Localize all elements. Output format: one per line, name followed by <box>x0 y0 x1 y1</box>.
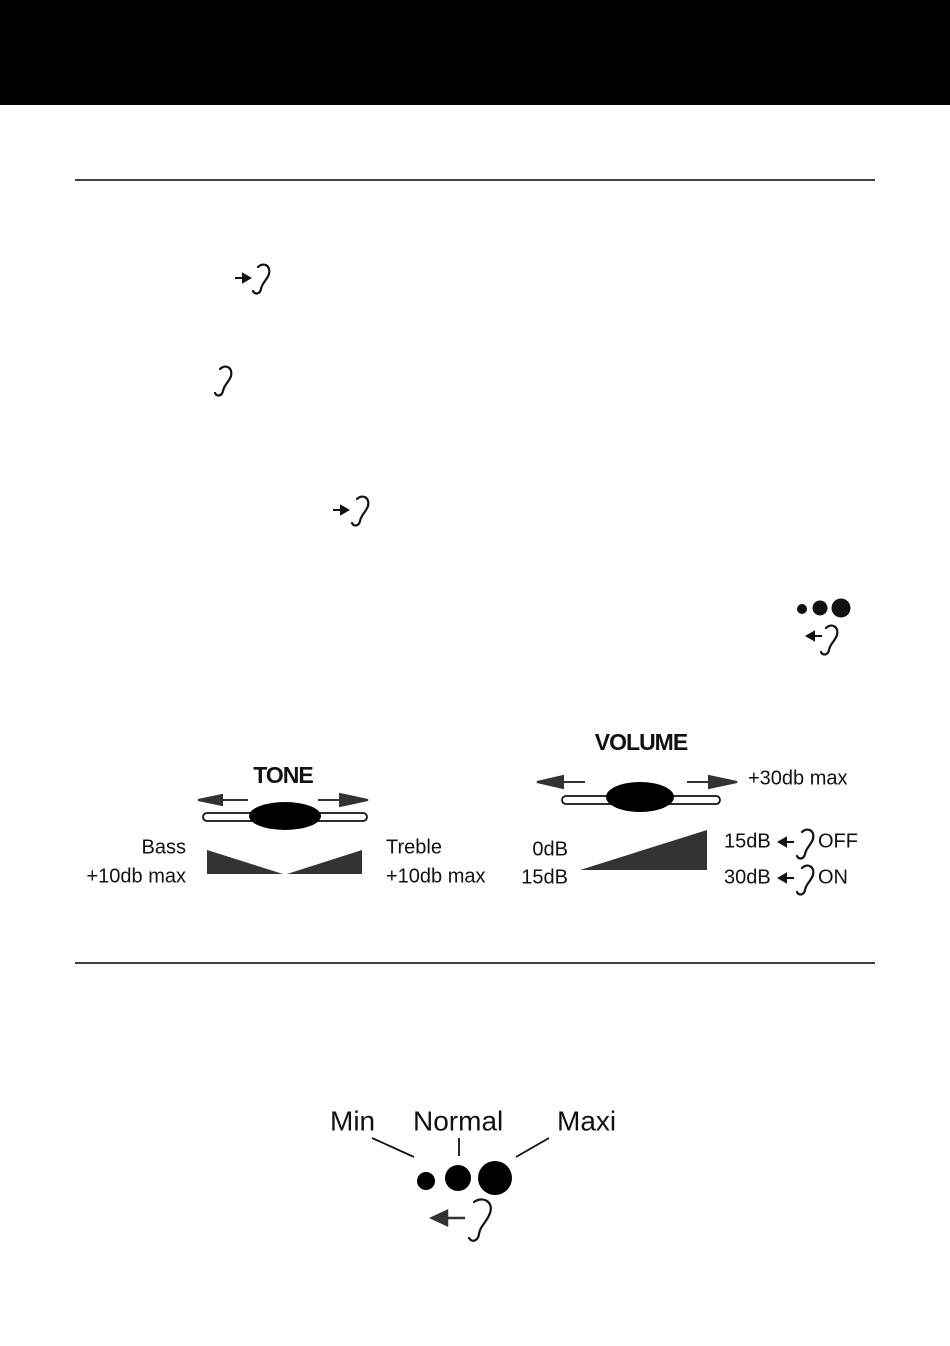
icon-part <box>812 600 828 616</box>
ear-icon <box>795 864 815 896</box>
arrow-icon <box>429 1209 465 1227</box>
icon-part <box>249 802 321 830</box>
treble-max: +10db max <box>386 865 486 887</box>
boost-icon <box>797 598 851 656</box>
boost-label: Maxi <box>557 1105 616 1136</box>
treble-wedge <box>287 850 362 874</box>
boost-label: Min <box>330 1105 375 1136</box>
icon-part <box>371 1137 415 1158</box>
icon-part <box>515 1137 550 1158</box>
bass-wedge <box>207 850 283 874</box>
volume-level: 15dB <box>521 866 568 888</box>
icon-part <box>417 1172 435 1190</box>
icon-part <box>197 793 248 807</box>
treble-label: Treble <box>386 836 442 858</box>
ear-icon <box>795 828 815 860</box>
icon-part <box>831 598 851 618</box>
ear-icon <box>350 495 370 527</box>
volume-level: 0dB <box>532 838 568 860</box>
boost-dots <box>417 1161 512 1195</box>
icon-part <box>687 774 738 790</box>
volume-level: 30dB <box>724 866 771 888</box>
icon-part <box>797 604 807 614</box>
ear-icon <box>213 365 233 397</box>
volume-level: 15dB <box>724 830 771 852</box>
volume-max: +30db max <box>748 767 848 789</box>
bass-label: Bass <box>142 836 186 858</box>
header-bar <box>0 0 950 105</box>
volume-state: OFF <box>818 830 858 852</box>
volume-title: VOLUME <box>595 729 688 755</box>
icon-part <box>318 792 369 808</box>
volume-slider <box>536 774 738 812</box>
bass-max: +10db max <box>86 865 186 887</box>
icon-part <box>606 782 674 812</box>
boost-leaders <box>371 1137 550 1158</box>
icon-part <box>478 1161 512 1195</box>
icon-part <box>806 631 823 641</box>
arrow-icon <box>234 273 251 283</box>
ear-icon <box>467 1198 492 1242</box>
icon-part <box>445 1165 471 1191</box>
icon-part <box>819 624 839 656</box>
arrow-icon <box>778 873 795 883</box>
arrow-icon <box>778 837 795 847</box>
boost-label: Normal <box>413 1105 503 1136</box>
icon-part <box>536 774 585 790</box>
tone-slider <box>197 792 369 830</box>
volume-state: ON <box>818 866 848 888</box>
volume-wedge <box>580 830 707 870</box>
arrow-icon <box>332 505 349 515</box>
ear-icon <box>251 263 271 295</box>
tone-title: TONE <box>253 762 313 788</box>
